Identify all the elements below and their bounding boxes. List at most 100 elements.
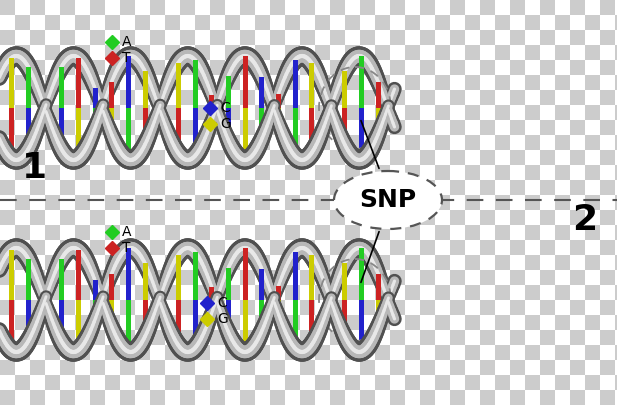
Bar [292,108,297,156]
Bar [330,330,345,345]
Bar [540,15,555,30]
Bar [165,90,180,105]
Bar [375,75,390,90]
Bar [75,120,90,135]
Bar [555,45,570,60]
Bar [525,165,540,180]
Bar [615,285,617,300]
Bar [180,150,195,165]
Bar [180,120,195,135]
Bar [45,60,60,75]
Bar [255,15,270,30]
Bar [180,240,195,255]
Bar [420,210,435,225]
Bar [60,30,75,45]
Bar [75,315,90,330]
Bar [390,90,405,105]
Bar [135,45,150,60]
Bar [30,270,45,285]
Bar [330,15,345,30]
Bar [510,165,525,180]
Bar [135,330,150,345]
Bar [465,150,480,165]
Bar [360,390,375,405]
Bar [105,270,120,285]
Bar [270,375,285,390]
Bar [465,330,480,345]
Bar [600,255,615,270]
Bar [570,45,585,60]
Bar [90,240,105,255]
Bar [225,255,240,270]
Bar [375,0,390,15]
Bar [600,270,615,285]
Bar [105,315,120,330]
Bar [540,195,555,210]
Bar [555,165,570,180]
Bar [143,72,147,108]
Bar [135,165,150,180]
Bar [0,135,15,150]
Bar [330,315,345,330]
Bar [60,390,75,405]
Bar [315,300,330,315]
Bar [450,15,465,30]
Bar [210,135,225,150]
Bar [75,135,90,150]
Bar [135,225,150,240]
Bar [135,150,150,165]
Bar [510,345,525,360]
Bar [60,120,75,135]
Bar [405,210,420,225]
Bar [585,390,600,405]
Bar [15,60,30,75]
Bar [480,135,495,150]
Bar [240,330,255,345]
Bar [555,315,570,330]
Bar [60,75,75,90]
Bar [0,150,15,165]
Bar [180,300,195,315]
Bar [555,15,570,30]
Bar [420,255,435,270]
Bar [210,165,225,180]
Bar [120,165,135,180]
Bar [615,165,617,180]
Bar [135,30,150,45]
Bar [345,390,360,405]
Bar [276,286,281,300]
Bar [315,75,330,90]
Bar [226,108,231,140]
Bar [315,105,330,120]
Bar [330,375,345,390]
Bar [360,360,375,375]
Bar [60,15,75,30]
Bar [15,390,30,405]
Bar [435,75,450,90]
Bar [330,345,345,360]
Bar [45,240,60,255]
Bar [390,360,405,375]
Bar [195,30,210,45]
Bar [240,105,255,120]
Bar [90,225,105,240]
Bar [165,135,180,150]
Bar [510,240,525,255]
Bar [75,165,90,180]
Bar [210,210,225,225]
Bar [315,90,330,105]
Bar [360,120,375,135]
Bar [435,180,450,195]
Bar [255,240,270,255]
Bar [375,105,390,120]
Bar [60,285,75,300]
Bar [405,105,420,120]
Bar [360,75,375,90]
Bar [315,255,330,270]
Bar [45,105,60,120]
Bar [59,108,64,149]
Bar [105,120,120,135]
Bar [450,330,465,345]
Bar [120,45,135,60]
Bar [600,15,615,30]
